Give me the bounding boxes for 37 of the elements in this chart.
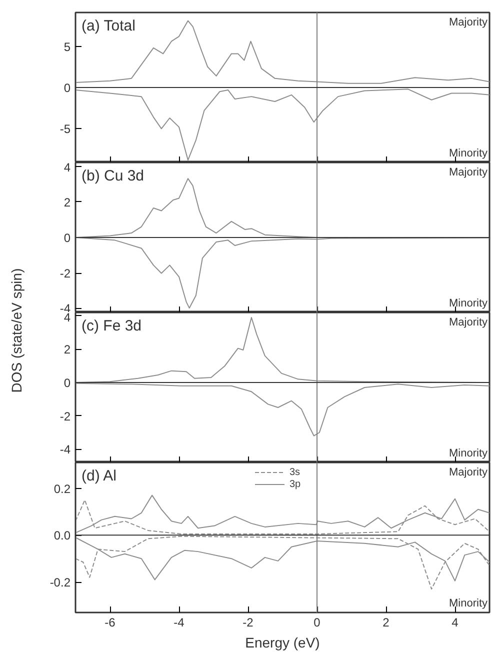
y-axis-title: DOS (state/eV spin) [8, 268, 24, 393]
annotation: Majority [448, 166, 488, 178]
chart-title: (c) Fe 3d [82, 318, 142, 334]
annotation: Minority [448, 598, 488, 610]
y-tick-label: 0 [64, 231, 71, 245]
x-tick-label: -2 [242, 616, 254, 630]
chart-title: (a) Total [82, 18, 136, 34]
x-tick-label: -4 [174, 616, 185, 630]
chart-title: (b) Cu 3d [82, 168, 144, 184]
y-tick-label: 4 [64, 310, 71, 324]
y-tick-label: -0.2 [50, 576, 71, 590]
chart-title: (d) Al [82, 468, 117, 484]
y-tick-label: -5 [60, 122, 71, 136]
y-tick-label: 0 [64, 81, 71, 95]
annotation: Majority [448, 16, 488, 28]
x-tick-label: 0 [314, 616, 321, 630]
y-tick-label: -2 [60, 409, 71, 424]
annotation: Minority [448, 148, 488, 160]
x-tick-label: 4 [452, 616, 459, 630]
y-tick-label: -2 [60, 266, 71, 281]
legend-label: 3s [290, 466, 302, 478]
annotation: Majority [448, 316, 488, 328]
y-tick-label: -4 [60, 442, 71, 457]
y-tick-label: 0.2 [54, 482, 71, 496]
y-tick-label: 4 [64, 160, 71, 174]
y-tick-label: 2 [64, 342, 71, 357]
y-tick-label: 0 [64, 376, 71, 390]
annotation: Majority [448, 466, 488, 478]
y-tick-label: 0.0 [54, 528, 71, 543]
annotation: Minority [448, 448, 488, 460]
annotation: Minority [448, 298, 488, 310]
legend-label: 3p [290, 478, 302, 490]
x-tick-label: -6 [104, 616, 116, 630]
y-tick-label: 5 [64, 40, 71, 54]
y-tick-label: 2 [64, 195, 71, 210]
x-axis-title: Energy (eV) [245, 634, 320, 650]
x-tick-label: 2 [382, 616, 390, 630]
